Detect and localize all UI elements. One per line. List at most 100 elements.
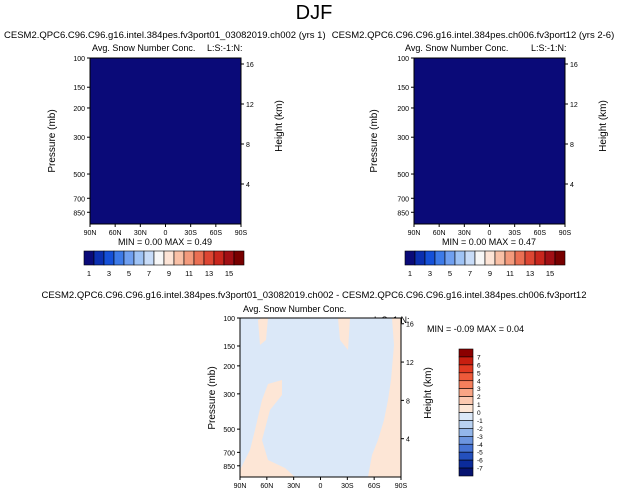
colorbar-top-left-swatch xyxy=(203,250,215,266)
panel-1-height-tick-label: 12 xyxy=(246,102,254,109)
panel-2-case-title: CESM2.QPC6.C96.C96.g16.intel.384pes.ch00… xyxy=(331,30,615,41)
colorbar-top-left-swatch xyxy=(153,250,165,266)
panel-1-ytick-label: 500 xyxy=(73,172,85,179)
panel-3-ytick-label: 100 xyxy=(223,316,235,323)
colorbar-top-right-swatch xyxy=(554,250,566,266)
panel-2-xtick-label: 30N xyxy=(458,230,471,237)
colorbar-diff-label: -4 xyxy=(477,442,483,449)
panel-3-xtick-label: 30N xyxy=(287,483,300,490)
panel-1-ytick-label: 100 xyxy=(73,56,85,63)
colorbar-top-right-swatch xyxy=(534,250,546,266)
colorbar-top-right-label: 11 xyxy=(506,269,514,278)
colorbar-top-right-swatch xyxy=(464,250,476,266)
panel-1-ytick-label: 200 xyxy=(73,106,85,113)
colorbar-top-right-label: 7 xyxy=(468,269,472,278)
page-title: DJF xyxy=(295,2,333,24)
panel-1-ytick-label: 700 xyxy=(73,196,85,203)
colorbar-diff-swatch xyxy=(458,436,474,445)
panel-3-ylabel-left: Pressure (mb) xyxy=(207,366,218,429)
colorbar-diff-label: 3 xyxy=(477,386,481,393)
panel-3-xtick-label: 90S xyxy=(395,483,408,490)
panel-2-ytick-label: 300 xyxy=(397,135,409,142)
colorbar-diff-swatch xyxy=(458,451,474,461)
colorbar-top-left-label: 15 xyxy=(225,269,233,278)
colorbar-top-right-label: 1 xyxy=(408,269,412,278)
colorbar-diff-swatch xyxy=(458,467,474,477)
panel-3-stats: MIN = -0.09 MAX = 0.04 xyxy=(427,324,524,334)
colorbar-top-left-swatch xyxy=(143,250,155,266)
colorbar-top-left-swatch xyxy=(163,250,175,266)
panel-3-xtick-label: 0 xyxy=(319,483,323,490)
colorbar-diff-label: -6 xyxy=(477,458,483,465)
panel-3-ytick-label: 150 xyxy=(223,344,235,351)
colorbar-top-left-label: 9 xyxy=(167,269,171,278)
panel-3-height-tick-label: 16 xyxy=(406,322,414,329)
colorbar-diff-swatch xyxy=(458,443,474,453)
panel-3-plot-area xyxy=(239,317,402,478)
panel-1-xtick-label: 30S xyxy=(184,230,197,237)
colorbar-top-right-swatch xyxy=(474,250,486,266)
panel-3-height-tick-label: 12 xyxy=(406,360,414,367)
panel-2-ylabel-right: Height (km) xyxy=(598,100,609,152)
colorbar-diff-label: -5 xyxy=(477,450,483,457)
colorbar-top-left-label: 7 xyxy=(147,269,151,278)
panel-1-xtick-label: 90N xyxy=(84,230,97,237)
panel-1-height-tick-label: 4 xyxy=(246,182,250,189)
colorbar-diff-label: -3 xyxy=(477,434,483,441)
panel-2-xtick-label: 90S xyxy=(559,230,572,237)
panel-2-height-tick-label: 4 xyxy=(570,182,574,189)
colorbar-top-right-swatch xyxy=(444,250,456,266)
panel-2-ytick-label: 100 xyxy=(397,56,409,63)
panel-2-stats: MIN = 0.00 MAX = 0.47 xyxy=(442,237,536,247)
colorbar-top-right-swatch xyxy=(434,250,446,266)
panel-1-plot-area xyxy=(89,57,242,225)
colorbar-diff-swatch xyxy=(458,372,474,382)
panel-3-positive-region-high-west xyxy=(258,318,268,345)
colorbar-top-left-label: 13 xyxy=(205,269,213,278)
panel-1-ylabel-left: Pressure (mb) xyxy=(47,109,58,172)
panel-1-ytick-label: 850 xyxy=(73,210,85,217)
colorbar-diff-swatch xyxy=(458,459,474,469)
colorbar-diff-label: 7 xyxy=(477,354,481,361)
panel-2-ylabel-left: Pressure (mb) xyxy=(369,109,380,172)
colorbar-top-left-label: 3 xyxy=(107,269,111,278)
colorbar-top-right-label: 13 xyxy=(526,269,534,278)
panel-3-xtick-label: 90N xyxy=(234,483,247,490)
panel-2-ytick-label: 850 xyxy=(397,210,409,217)
panel-1-ylabel-right: Height (km) xyxy=(274,100,285,152)
colorbar-diff-label: -1 xyxy=(477,418,483,425)
colorbar-top-left-label: 1 xyxy=(87,269,91,278)
colorbar-top-left-label: 11 xyxy=(185,269,193,278)
colorbar-top-left-swatch xyxy=(93,250,105,266)
colorbar-diff-swatch xyxy=(458,404,474,413)
colorbar-diff-label: -7 xyxy=(477,466,483,473)
colorbar-diff-swatch xyxy=(458,380,474,389)
colorbar-diff-swatch xyxy=(458,356,474,366)
panel-2-xtick-label: 0 xyxy=(488,230,492,237)
panel-2-field-title: Avg. Snow Number Conc. xyxy=(405,43,508,53)
panel-1-ytick-label: 300 xyxy=(73,135,85,142)
panel-1-field-title: Avg. Snow Number Conc. xyxy=(92,43,195,53)
panel-3-positive-region-west xyxy=(240,380,295,477)
colorbar-diff-label: 2 xyxy=(477,394,481,401)
panel-1-stats: MIN = 0.00 MAX = 0.49 xyxy=(118,237,212,247)
panel-1-level-label: L:S:-1:N: xyxy=(207,43,243,53)
panel-3-ytick-label: 850 xyxy=(223,464,235,471)
panel-2-height-tick-label: 12 xyxy=(570,102,578,109)
colorbar-top-left-swatch xyxy=(103,250,115,266)
colorbar-top-right-swatch xyxy=(414,250,426,266)
colorbar-diff-swatch xyxy=(458,420,474,429)
panel-1-xtick-label: 90S xyxy=(235,230,248,237)
colorbar-top-left-swatch xyxy=(213,250,225,266)
panel-1-xtick-label: 60N xyxy=(109,230,122,237)
panel-3-positive-region-high-east xyxy=(338,318,350,350)
colorbar-top-right-label: 5 xyxy=(448,269,452,278)
colorbar-diff-swatch xyxy=(458,396,474,405)
colorbar-top-right-swatch xyxy=(484,250,496,266)
colorbar-top-left-swatch xyxy=(133,250,145,266)
panel-2-plot-area xyxy=(413,57,566,225)
panel-3-ytick-label: 300 xyxy=(223,392,235,399)
colorbar-diff-label: 4 xyxy=(477,378,481,385)
